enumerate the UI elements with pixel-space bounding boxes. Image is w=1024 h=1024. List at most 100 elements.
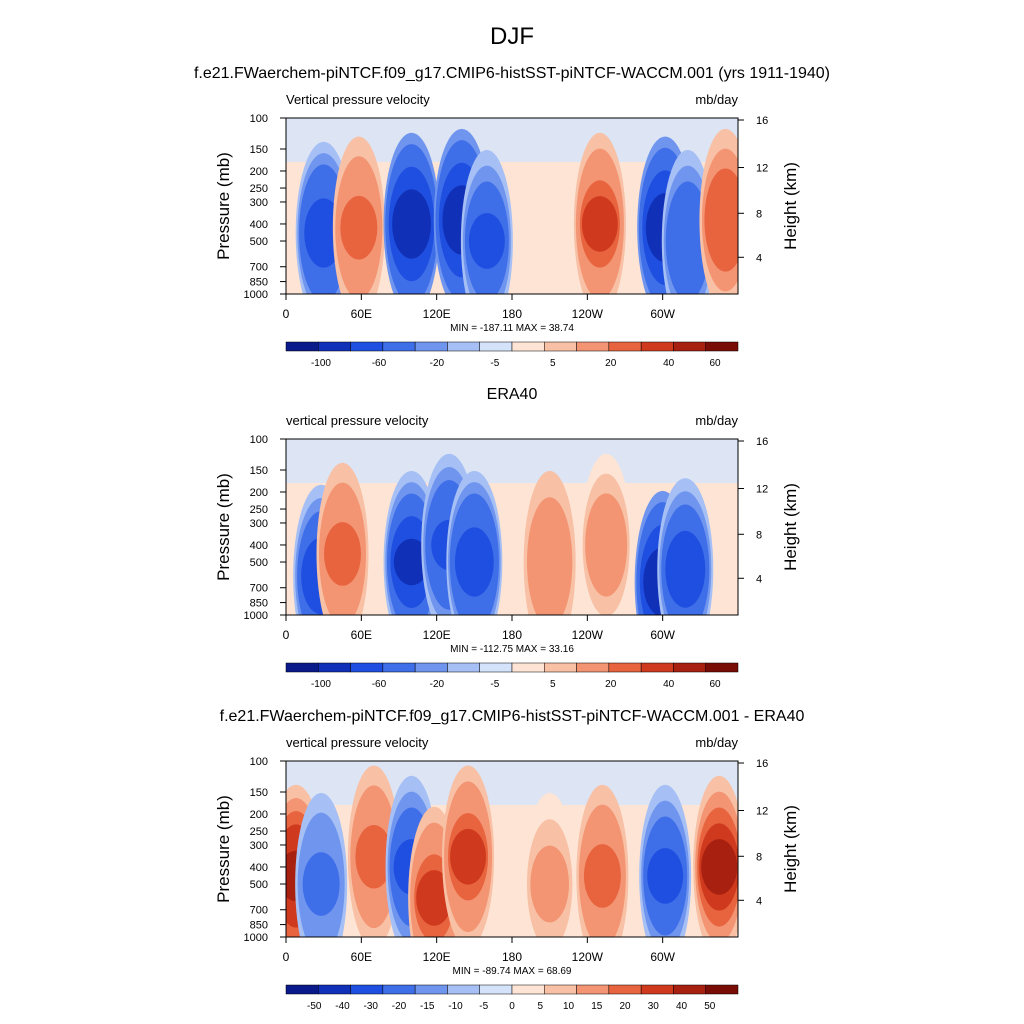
x-tick-label: 120W	[572, 307, 604, 321]
colorbar-swatch	[414, 662, 448, 673]
colorbar-label: 50	[704, 1001, 716, 1012]
colorbar-swatch	[382, 662, 416, 673]
colorbar-swatch	[511, 984, 545, 995]
colorbar-label: -100	[311, 358, 331, 369]
y-axis-label: Pressure (mb)	[214, 152, 233, 260]
contour-level	[468, 213, 505, 269]
contour-level	[450, 828, 487, 885]
contour-level	[667, 544, 704, 595]
colorbar-label: -60	[372, 679, 387, 690]
y-tick-label: 1000	[244, 289, 268, 301]
colorbar-swatch	[414, 341, 448, 352]
colorbar-label: 20	[605, 679, 617, 690]
colorbar-label: 40	[663, 679, 675, 690]
colorbar-swatch	[447, 662, 480, 673]
colorbar-label: -50	[307, 1001, 322, 1012]
y-tick-label: 300	[250, 518, 268, 530]
x-tick-label: 60E	[351, 628, 372, 642]
contour-level	[456, 538, 493, 586]
colorbar-swatch	[544, 662, 577, 673]
colorbar-swatch	[479, 341, 513, 352]
colorbar-swatch	[285, 984, 319, 995]
x-tick-label: 60E	[351, 950, 372, 964]
colorbar-label: 5	[537, 1001, 543, 1012]
colorbar-label: -5	[490, 679, 499, 690]
contour-level	[324, 522, 361, 586]
contour-level	[340, 195, 378, 260]
x-tick-label: 180	[502, 950, 522, 964]
colorbar-swatch	[447, 341, 480, 352]
colorbar-label: 40	[676, 1001, 688, 1012]
panel-title: ERA40	[487, 386, 538, 403]
colorbar-swatch	[608, 341, 642, 352]
y2-tick-label: 16	[756, 115, 768, 127]
y-tick-label: 250	[250, 504, 268, 516]
min-max-stats: MIN = -187.11 MAX = 38.74	[450, 323, 574, 334]
colorbar-swatch	[705, 341, 739, 352]
contour-level	[647, 848, 684, 904]
contour-level	[355, 824, 393, 889]
contour-level	[530, 845, 570, 923]
y2-tick-label: 12	[756, 484, 768, 496]
colorbar-label: -100	[311, 679, 331, 690]
colorbar-swatch	[673, 341, 706, 352]
contour-level	[706, 188, 738, 252]
y-tick-label: 1000	[244, 932, 268, 944]
panel-title: f.e21.FWaerchem-piNTCF.f09_g17.CMIP6-his…	[194, 65, 830, 82]
colorbar-swatch	[350, 984, 384, 995]
y-tick-label: 400	[250, 540, 268, 552]
y-tick-label: 300	[250, 840, 268, 852]
colorbar-swatch	[673, 984, 706, 995]
colorbar-label: 20	[605, 358, 617, 369]
contour-field	[286, 439, 738, 615]
x-tick-label: 60W	[650, 628, 675, 642]
colorbar-label: 10	[563, 1001, 575, 1012]
min-max-stats: MIN = -89.74 MAX = 68.69	[453, 966, 572, 977]
y2-tick-label: 16	[756, 436, 768, 448]
colorbar-swatch	[511, 341, 545, 352]
y-tick-label: 1000	[244, 610, 268, 622]
colorbar-swatch	[285, 341, 319, 352]
panel-3: f.e21.FWaerchem-piNTCF.f09_g17.CMIP6-his…	[214, 708, 804, 1012]
y-tick-label: 500	[250, 236, 268, 248]
colorbar-swatch	[544, 341, 577, 352]
colorbar-label: -20	[392, 1001, 407, 1012]
x-tick-label: 60W	[650, 307, 675, 321]
colorbar-label: 0	[509, 1001, 515, 1012]
colorbar-swatch	[608, 984, 642, 995]
y2-axis-label: Height (km)	[781, 805, 800, 893]
x-tick-label: 60E	[351, 307, 372, 321]
colorbar-swatch	[318, 341, 351, 352]
contour-level	[669, 213, 706, 269]
contour-level	[530, 523, 570, 601]
colorbar-swatch	[350, 662, 384, 673]
contour-level	[701, 839, 738, 895]
colorbar-label: 40	[663, 358, 675, 369]
y-tick-label: 850	[250, 277, 268, 289]
colorbar-swatch	[511, 662, 545, 673]
y-tick-label: 100	[250, 113, 268, 125]
y-axis-label: Pressure (mb)	[214, 473, 233, 581]
colorbar-swatch	[382, 984, 416, 995]
colorbar-swatch	[544, 984, 577, 995]
y-tick-label: 200	[250, 809, 268, 821]
panel-units-label: mb/day	[695, 92, 738, 107]
colorbar-label: 5	[550, 358, 556, 369]
y2-tick-label: 4	[756, 895, 762, 907]
colorbar-swatch	[576, 341, 610, 352]
colorbar-swatch	[318, 662, 351, 673]
contour-level	[305, 209, 342, 257]
colorbar-swatch	[447, 984, 480, 995]
y2-axis-label: Height (km)	[781, 162, 800, 250]
y-tick-label: 150	[250, 787, 268, 799]
colorbar-label: -5	[479, 1001, 488, 1012]
x-tick-label: 0	[283, 950, 290, 964]
contour-level	[393, 200, 430, 248]
colorbar-label: -20	[430, 358, 445, 369]
colorbar-label: 30	[648, 1001, 660, 1012]
colorbar-label: -60	[372, 358, 387, 369]
y2-tick-label: 8	[756, 529, 762, 541]
panel-units-label: mb/day	[695, 413, 738, 428]
colorbar-swatch	[640, 662, 674, 673]
